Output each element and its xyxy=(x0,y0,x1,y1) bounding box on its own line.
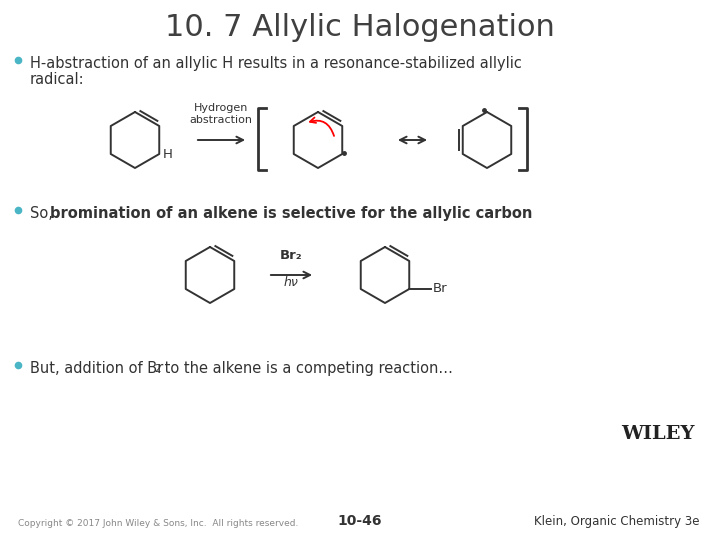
Text: Copyright © 2017 John Wiley & Sons, Inc.  All rights reserved.: Copyright © 2017 John Wiley & Sons, Inc.… xyxy=(18,519,298,528)
Text: But, addition of Br: But, addition of Br xyxy=(30,361,163,376)
Text: 2: 2 xyxy=(154,364,161,374)
Text: Br₂: Br₂ xyxy=(279,249,302,262)
Text: radical:: radical: xyxy=(30,72,85,87)
Text: 10-46: 10-46 xyxy=(338,514,382,528)
Text: Hydrogen
abstraction: Hydrogen abstraction xyxy=(189,103,253,125)
Text: H-abstraction of an allylic H results in a resonance-stabilized allylic: H-abstraction of an allylic H results in… xyxy=(30,56,522,71)
Text: bromination of an alkene is selective for the allylic carbon: bromination of an alkene is selective fo… xyxy=(50,206,532,221)
Text: H: H xyxy=(163,147,173,160)
Text: hν: hν xyxy=(284,276,298,289)
Text: to the alkene is a competing reaction…: to the alkene is a competing reaction… xyxy=(160,361,453,376)
Text: Klein, Organic Chemistry 3e: Klein, Organic Chemistry 3e xyxy=(534,515,700,528)
Text: Br: Br xyxy=(433,282,448,295)
Text: WILEY: WILEY xyxy=(621,425,695,443)
Text: 10. 7 Allylic Halogenation: 10. 7 Allylic Halogenation xyxy=(165,13,555,42)
Text: So,: So, xyxy=(30,206,58,221)
